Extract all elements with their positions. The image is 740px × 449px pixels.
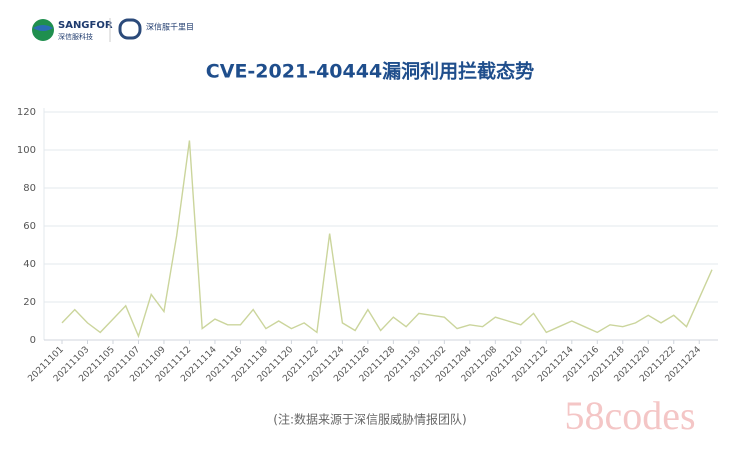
y-tick-label: 120 bbox=[17, 107, 36, 118]
footnote: (注:数据来源于深信服威胁情报团队) bbox=[273, 412, 466, 427]
y-tick-label: 80 bbox=[23, 183, 36, 194]
y-tick-label: 40 bbox=[23, 259, 36, 270]
logo: SANGFOR 深信服科技 深信服千里目 bbox=[32, 18, 194, 42]
y-tick-label: 0 bbox=[30, 335, 36, 346]
data-line bbox=[61, 140, 713, 339]
logo-icon bbox=[118, 18, 142, 40]
chart-title: CVE-2021-40444漏洞利用拦截态势 bbox=[206, 60, 534, 83]
y-tick-label: 60 bbox=[23, 221, 36, 232]
brand-product: 深信服千里目 bbox=[146, 22, 194, 32]
y-tick-label: 100 bbox=[17, 145, 36, 156]
watermark: 58codes bbox=[564, 393, 695, 438]
brand-sub: 深信服科技 bbox=[58, 32, 93, 41]
brand-name: SANGFOR bbox=[58, 20, 113, 31]
y-tick-label: 20 bbox=[23, 297, 36, 308]
logo-icon bbox=[33, 25, 53, 31]
